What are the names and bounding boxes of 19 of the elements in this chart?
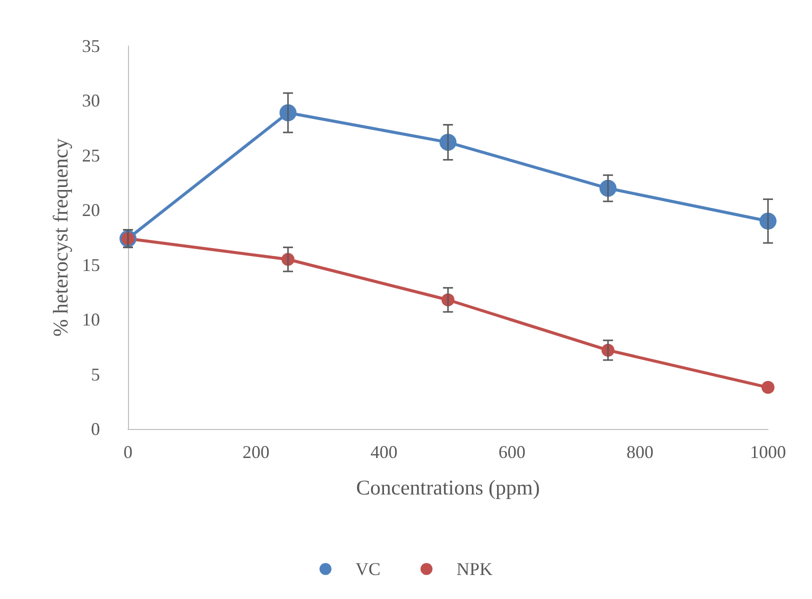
legend-label: VC: [355, 559, 381, 579]
y-tick-label: 20: [82, 200, 100, 220]
x-tick-label: 400: [370, 442, 398, 462]
x-tick-label: 800: [626, 442, 654, 462]
y-tick-label: 10: [82, 310, 100, 330]
y-tick-label: 35: [82, 36, 100, 56]
x-tick-label: 1000: [750, 442, 786, 462]
x-tick-label: 600: [498, 442, 526, 462]
y-tick-label: 5: [91, 364, 100, 384]
y-tick-label: 0: [91, 419, 100, 439]
x-tick-label: 0: [124, 442, 132, 462]
point: [762, 380, 774, 394]
y-tick-label: 30: [82, 90, 100, 111]
legend-label: NPK: [456, 559, 493, 579]
y-tick-label: 15: [82, 254, 100, 275]
x-axis-title: Concentrations (ppm): [356, 476, 540, 500]
y-axis-title: % heterocyst frequency: [48, 138, 73, 337]
y-tick-label: 25: [82, 145, 100, 166]
x-tick-label: 200: [242, 442, 270, 462]
